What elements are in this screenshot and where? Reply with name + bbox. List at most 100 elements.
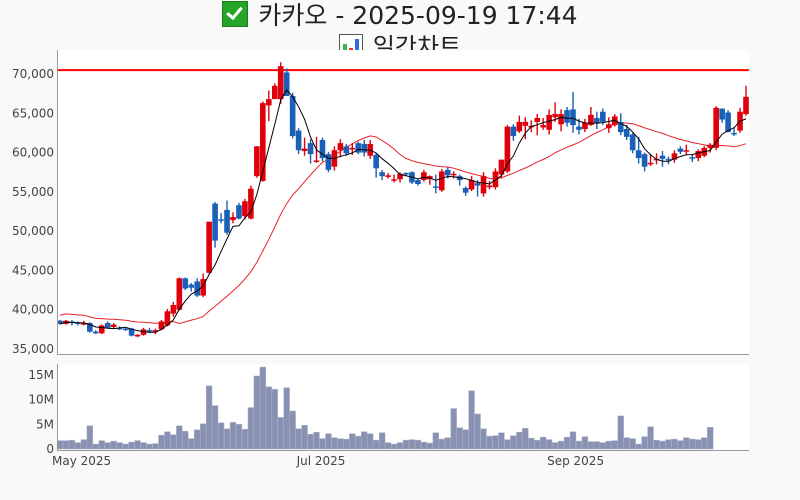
volume-bar [170,434,177,450]
candle-body [134,334,141,337]
candle-body [373,154,379,169]
candle-body [415,180,421,184]
candle-body [98,325,105,334]
volume-bar [289,410,296,450]
volume-bar [462,429,469,450]
candle-body [582,122,588,129]
chart-title-text: 카카오 - 2025-09-19 17:44 [258,1,578,30]
price-tick-label: 35,000 [12,342,54,356]
volume-bar [355,435,362,450]
date-tick-label: May 2025 [52,454,111,468]
candle-body [325,154,332,170]
volume-bar [217,422,225,450]
price-tick-label: 45,000 [12,263,54,277]
volume-bar [146,443,153,450]
candle-body [677,148,684,152]
volume-bar [474,413,481,450]
volume-bar [367,433,374,450]
volume-bar [194,429,201,450]
volume-tick-label: 5M [36,417,54,431]
volume-bar [408,439,416,450]
candle-body [361,143,368,153]
volume-bar [283,387,290,450]
volume-bar [110,440,117,450]
volume-bar [551,442,559,450]
volume-bar [253,375,261,450]
candle-body [641,154,648,167]
volume-bar [557,440,565,450]
volume-bar [223,428,231,450]
volume-bar [444,437,451,450]
volume-bar [301,425,308,450]
volume-bar [659,440,666,450]
candle-body [218,219,224,221]
volume-bar [164,431,171,450]
candle-body [188,284,195,288]
volume-bar [176,425,183,450]
volume-bar [158,434,165,450]
candle-body [725,112,731,133]
candle-body [212,203,218,241]
volume-bar [235,424,243,450]
candle-body [295,130,302,151]
date-tick-label: Jul 2025 [296,454,346,468]
candle-body [629,134,636,151]
volume-bar [498,432,505,450]
price-tick-label: 70,000 [12,67,54,81]
volume-bar [134,440,141,450]
volume-bar [331,437,338,450]
price-tick-label: 50,000 [12,224,54,238]
candle-body [57,320,63,324]
volume-bar [396,442,404,450]
volume-bar [361,431,368,450]
candle-body [570,109,576,126]
volume-bars [56,366,714,450]
candle-body [594,118,600,124]
volume-bar [74,442,82,450]
volume-bar [545,439,553,450]
chart-title: 카카오 - 2025-09-19 17:44 [0,0,800,32]
volume-bar [241,429,249,450]
candle-body [355,143,362,153]
volume-bar [581,436,589,450]
candle-body [719,108,725,120]
candle-body [248,188,254,219]
volume-bar [629,438,636,450]
volume-bar [122,443,129,450]
price-y-axis: 35,000 40,000 45,000 50,000 55,000 60,000 65,0… [12,67,54,356]
volume-bar [80,439,88,450]
volume-bar [229,422,237,450]
volume-bar [683,437,690,450]
candle-body [689,157,696,159]
candle-body [313,160,320,162]
candle-body [480,176,487,194]
candle-body [665,158,672,161]
candle-body [146,330,153,332]
candle-body [671,153,678,160]
volume-bar [205,385,213,450]
candle-body [343,146,350,154]
volume-bar [295,428,302,450]
volume-bar [378,432,386,450]
candle-body [104,323,111,328]
volume-bar [349,433,356,450]
volume-bar [128,441,135,450]
candle-body [683,150,690,152]
volume-bar [92,443,99,450]
candle-body [403,173,409,175]
volume-bar [325,433,332,450]
volume-bar [420,441,428,450]
candle-body [122,328,129,331]
volume-bar [689,438,696,450]
candle-body [397,173,403,180]
volume-bar [492,435,499,450]
volume-tick-label: 10M [28,393,54,407]
volume-bar [140,442,147,450]
candle-body [206,221,212,273]
volume-bar [337,438,344,450]
volume-bar [599,442,606,450]
volume-bar [701,437,708,450]
volume-bar [671,438,678,450]
candle-body [81,323,87,325]
candle-body [194,281,200,296]
